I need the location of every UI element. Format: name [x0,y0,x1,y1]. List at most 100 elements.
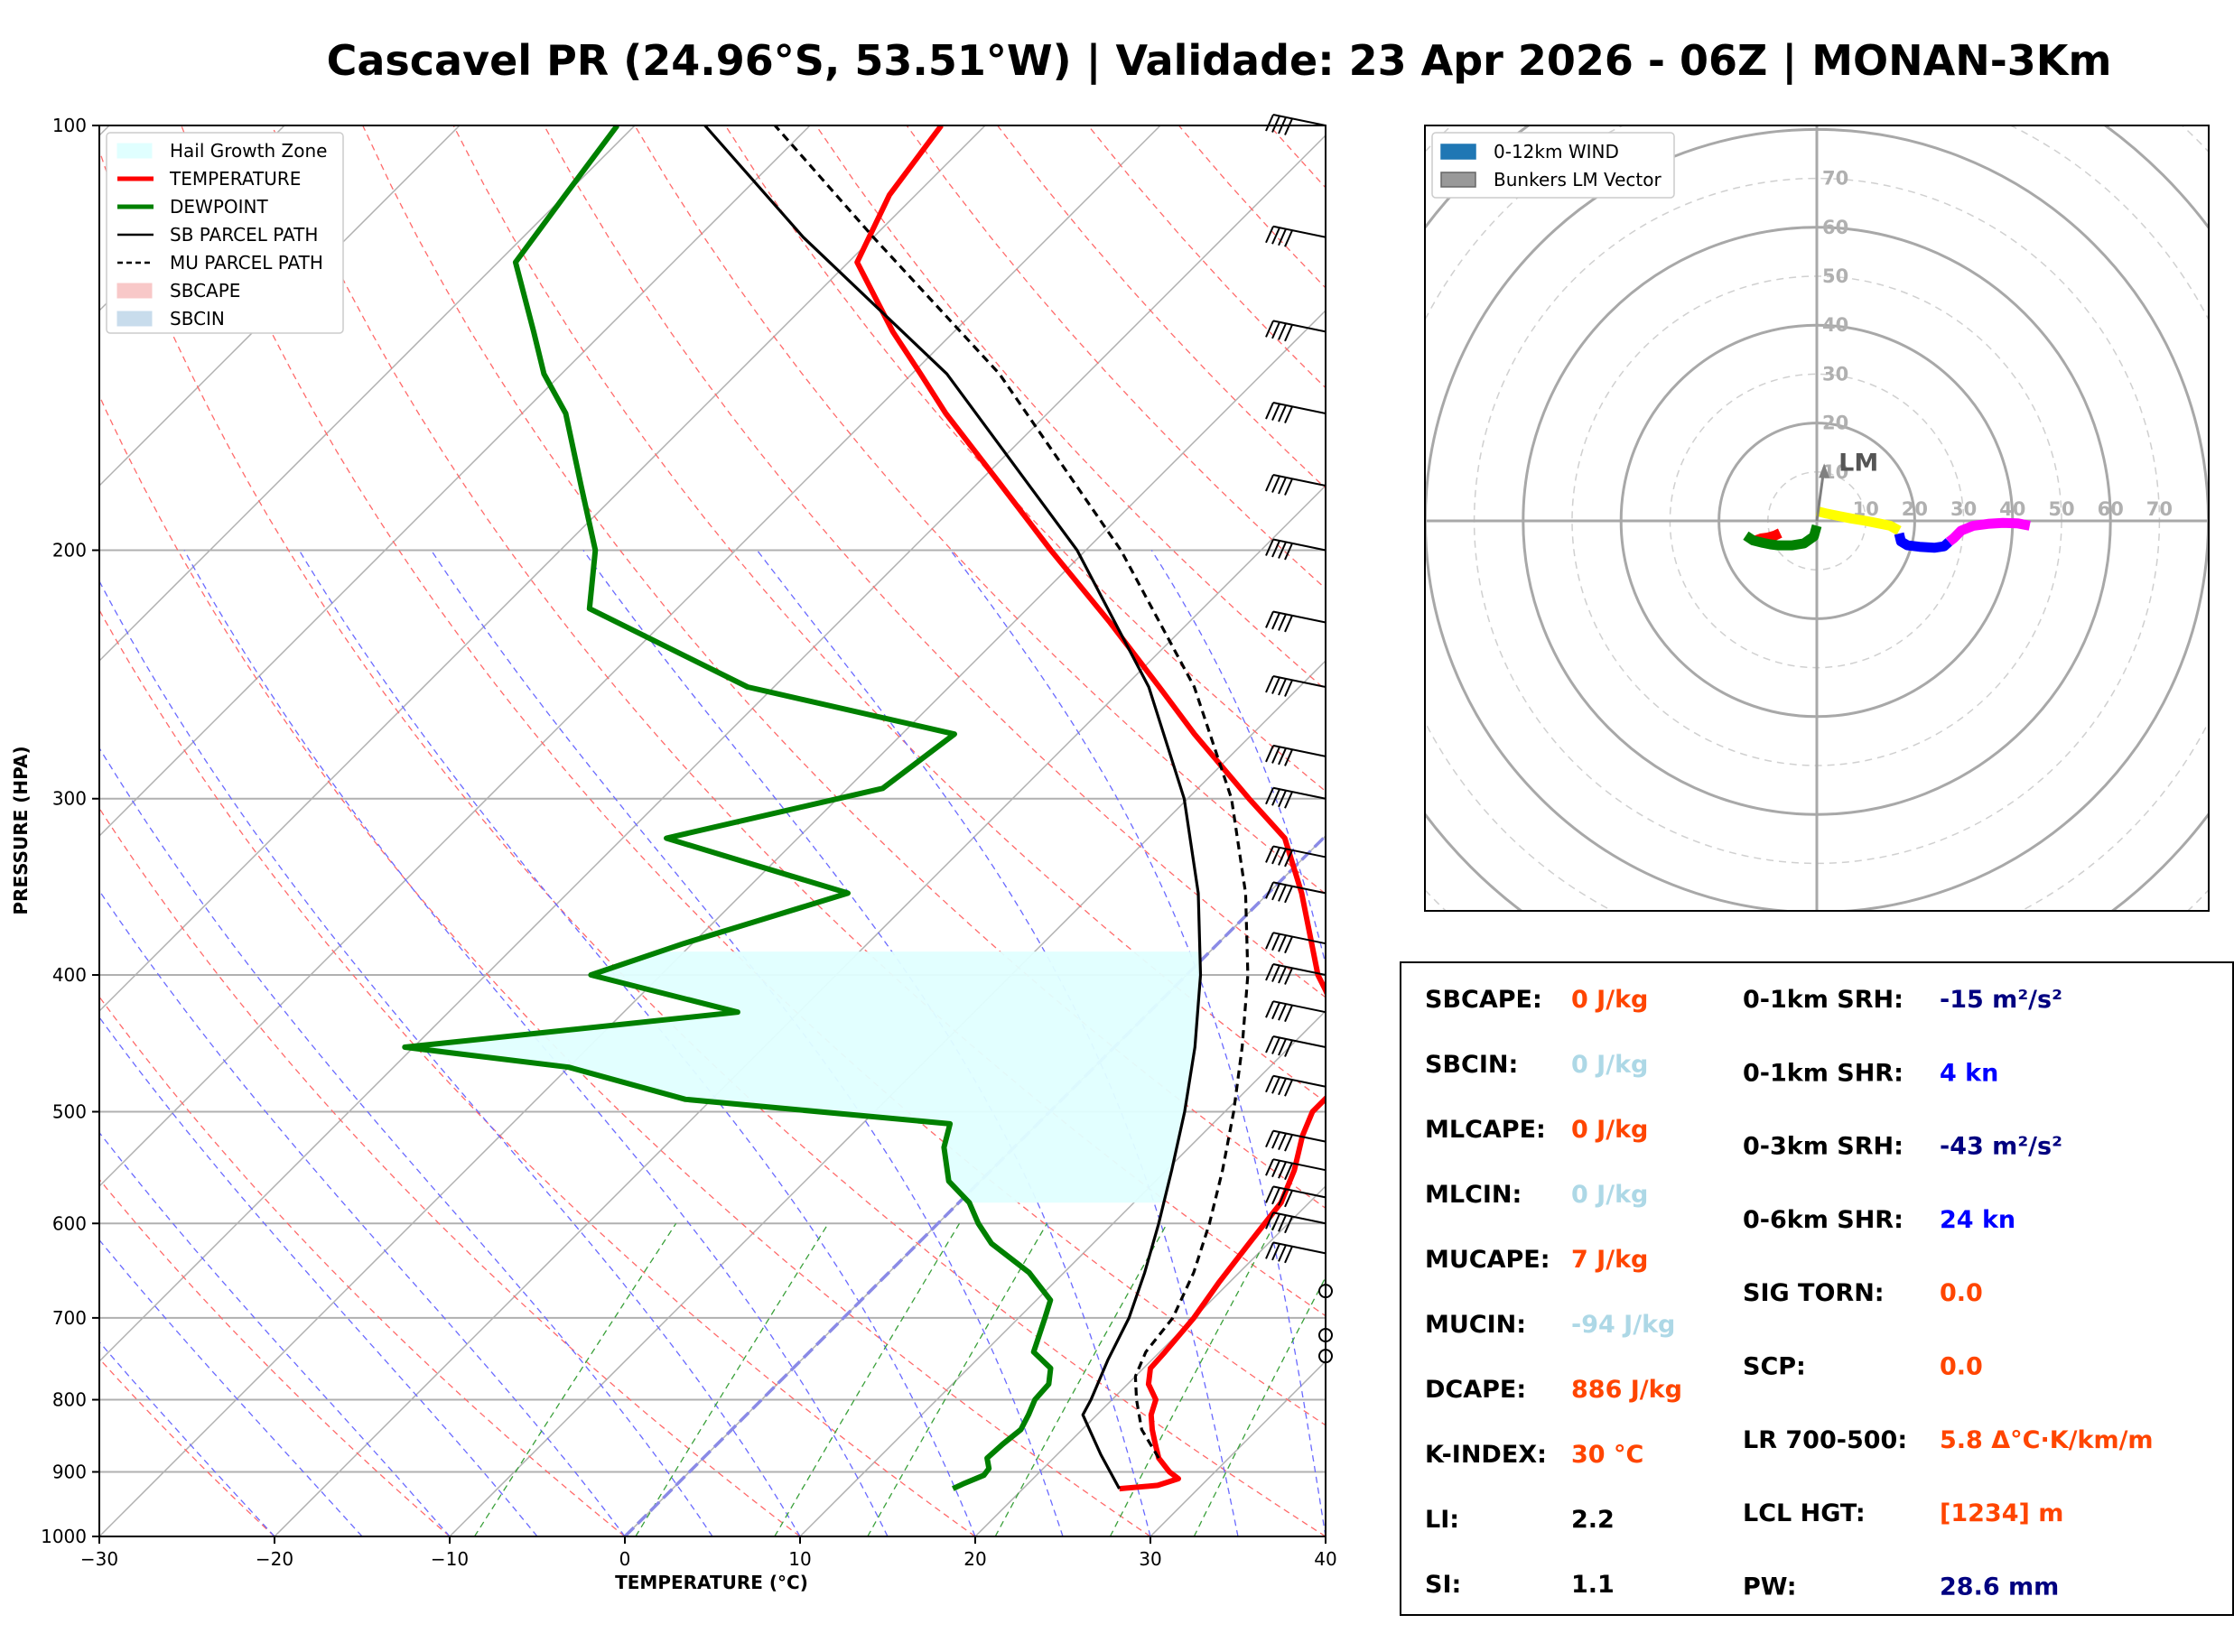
x-tick-label: 40 [1314,1548,1336,1570]
wind-barb-shaft [1272,1241,1326,1255]
wind-barb-shaft [1272,744,1326,757]
wind-barb-flag [1265,226,1274,244]
dry-adiabat-line [99,608,976,1536]
wind-barb-flag [1284,886,1293,904]
wind-barb-flag [1265,1185,1274,1203]
wind-barb [1265,1000,1326,1023]
wind-barb-flag [1271,847,1280,865]
wind-barb-flag [1271,612,1280,630]
wind-barb-shaft [1272,1158,1326,1172]
param-label: SBCIN: [1425,1051,1518,1079]
wind-barb-flag [1284,1163,1293,1181]
wind-barb-flag [1271,476,1280,493]
hodograph-radial-label: 40 [1822,314,1848,336]
dry-adiabat-line [99,394,1151,1536]
wind-barb-flag [1265,1158,1274,1176]
chart-title: Cascavel PR (24.96°S, 53.51°W) | Validad… [326,36,2112,85]
param-value: -15 m²/s² [1940,986,2062,1014]
wind-barb-shaft [1272,1211,1326,1225]
isotherm-line [274,484,1326,1536]
dry-adiabat-line [362,125,1326,1210]
x-tick-label: −20 [256,1548,293,1570]
wind-barb [1265,1074,1326,1097]
wind-barb-flag [1278,542,1287,559]
param-value: 2.2 [1571,1506,1615,1534]
param-value: [1234] m [1940,1499,2063,1527]
y-tick-label: 400 [52,964,87,986]
x-tick-label: 20 [963,1548,986,1570]
moist-adiabat-line [183,550,889,1536]
wind-barb-flag [1278,228,1287,246]
dry-adiabat-line [99,807,801,1536]
moist-adiabat-line [298,550,976,1536]
isotherm-line [449,659,1326,1536]
legend-box [1431,132,1675,199]
wind-barb-flag [1284,1190,1293,1208]
moist-adiabat-line [99,580,801,1536]
y-tick-label: 200 [52,540,87,561]
legend-label: 0-12km WIND [1494,141,1619,162]
param-label: MUCIN: [1425,1311,1526,1339]
mixing-ratio-line [635,1222,829,1536]
param-label: 0-3km SRH: [1743,1133,1904,1161]
freezing-line [623,833,1326,1536]
wind-barb-flag [1271,1160,1280,1178]
param-label: MUCAPE: [1425,1246,1550,1274]
param-value: 0.0 [1940,1353,1983,1381]
mixing-ratio-line [1109,1222,1276,1536]
y-tick-label: 800 [52,1389,87,1411]
hodograph-radial-label: 60 [1822,217,1848,238]
wind-barb-shaft [1272,320,1326,333]
isotherm-line [974,1184,1326,1536]
wind-barb-flag [1278,934,1287,952]
param-label: SCP: [1743,1353,1806,1381]
legend-label: MU PARCEL PATH [170,252,323,274]
param-label: MLCIN: [1425,1181,1522,1209]
wind-barb-flag [1284,324,1293,342]
series-mu-parcel-path [773,125,1250,1460]
param-value: 0 J/kg [1571,1116,1648,1144]
calm-wind-circle [1318,1284,1333,1299]
wind-barb-flag [1271,933,1280,951]
hodograph-x-label: 20 [1902,498,1928,520]
legend-label: Bunkers LM Vector [1494,169,1662,190]
wind-barb-flag [1265,787,1274,805]
wind-barb-flag [1284,615,1293,633]
wind-barb-shaft [1272,1074,1326,1088]
wind-barb-flag [1284,118,1293,135]
wind-barb-flag [1265,114,1274,132]
wind-barb [1265,402,1326,423]
wind-barb-flag [1271,788,1280,806]
param-value: 0 J/kg [1571,1181,1648,1209]
wind-barb-flag [1278,790,1287,808]
x-tick-label: −30 [80,1548,118,1570]
wind-barb-flag [1284,478,1293,496]
wind-barb-flag [1284,406,1293,423]
param-value: 30 °C [1571,1441,1643,1469]
hodograph-legend: 0-12km WIND Bunkers LM Vector [1431,132,1675,199]
wind-barb-flag [1278,1244,1287,1262]
hodograph-radial-label: 30 [1822,363,1848,385]
wind-barb [1265,1211,1326,1234]
wind-barb-flag [1265,1000,1274,1018]
y-tick-label: 900 [52,1461,87,1482]
hodograph-radial-label: 70 [1822,168,1848,190]
y-tick-label: 600 [52,1212,87,1234]
isotherm-line [99,125,986,1013]
param-label: SIG TORN: [1743,1279,1885,1307]
wind-barb-flag [1271,1187,1280,1205]
wind-barb-flag [1284,968,1293,985]
wind-barb-flag [1265,1035,1274,1053]
isotherm-line [799,1009,1326,1536]
wind-barb-flag [1265,1241,1274,1259]
wind-barb-flag [1278,116,1287,135]
x-tick-label: 10 [788,1548,811,1570]
wind-barb-flag [1278,1133,1287,1151]
hodograph-x-label: 50 [2048,498,2074,520]
hodograph-radial-label: 50 [1822,265,1848,287]
legend-swatch [116,143,153,159]
hodograph-x-label: 40 [1999,498,2025,520]
wind-barb-flag [1278,678,1287,696]
wind-barb-flag [1284,1134,1293,1152]
